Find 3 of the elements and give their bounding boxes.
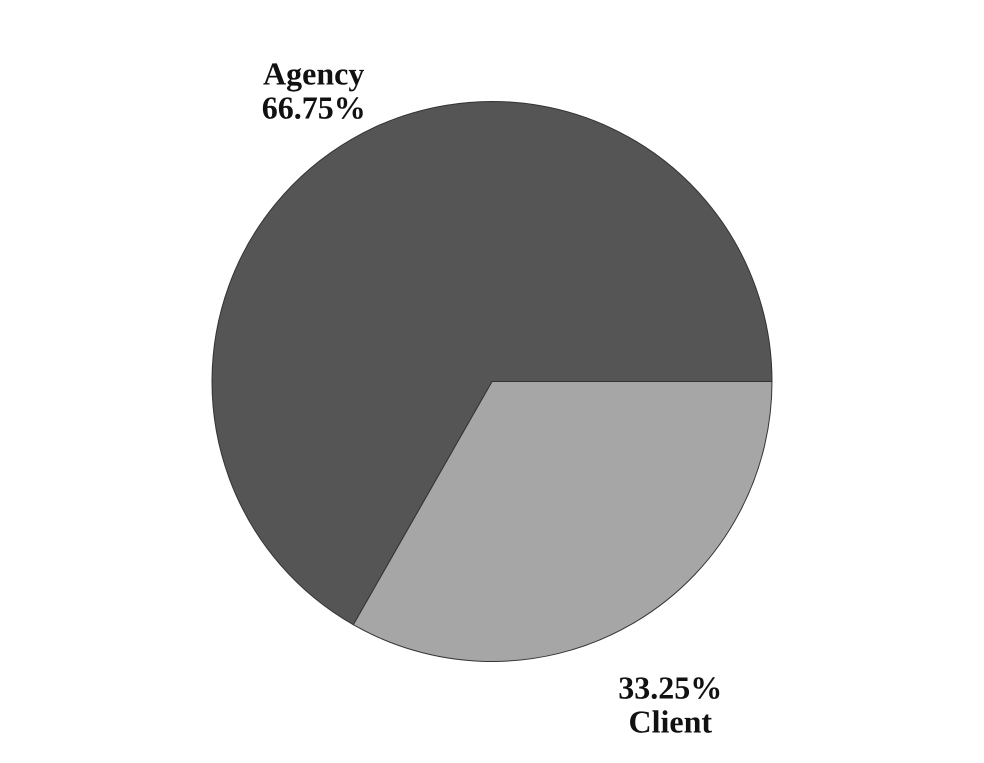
slice-label: Client <box>628 703 712 740</box>
data-label: 33.25% <box>618 669 722 706</box>
slice-label: Agency <box>263 56 364 93</box>
